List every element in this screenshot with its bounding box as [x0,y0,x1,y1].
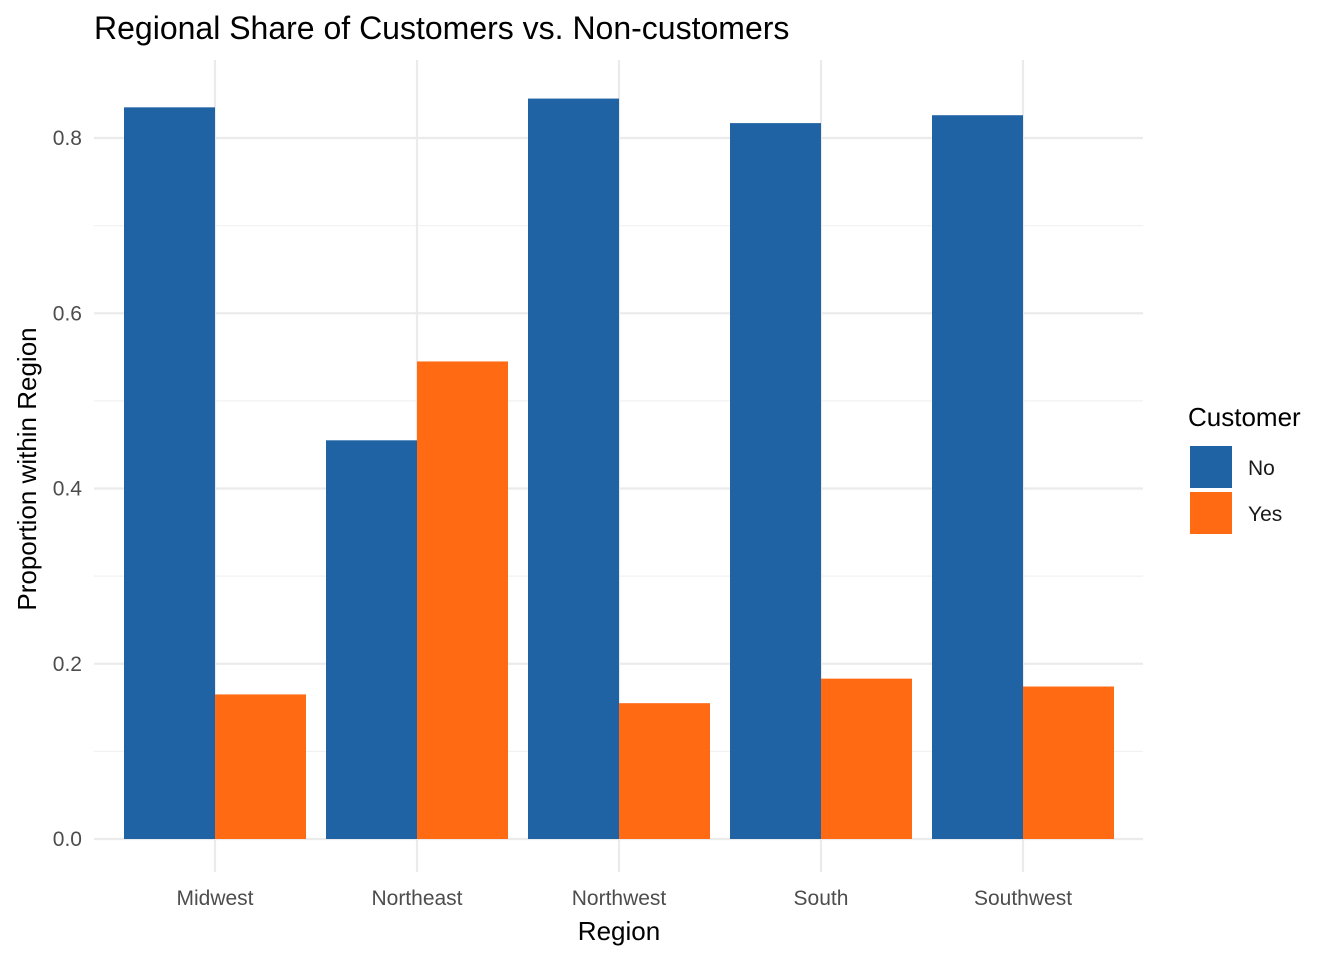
x-tick-label: Southwest [974,887,1072,910]
y-axis-title: Proportion within Region [12,327,42,610]
bar-southwest-no [932,115,1023,839]
y-tick-label: 0.6 [53,302,82,325]
legend-key-yes [1190,492,1232,534]
bar-south-no [730,123,821,839]
x-axis-ticks: Midwest Northeast Northwest South Southwest [176,887,1072,910]
x-axis-title: Region [578,916,660,946]
x-tick-label: Northeast [371,887,462,910]
y-tick-label: 0.8 [53,127,82,150]
y-axis-ticks: 0.0 0.2 0.4 0.6 0.8 [53,127,83,851]
legend-key-no [1190,446,1232,488]
bar-northeast-no [326,440,417,839]
x-tick-label: South [794,887,849,910]
legend: Customer No Yes [1188,402,1301,534]
x-tick-label: Northwest [572,887,667,910]
bars [124,98,1114,840]
y-tick-label: 0.4 [53,478,83,501]
bar-midwest-yes [215,694,306,839]
bar-northwest-yes [619,703,710,839]
legend-label-no: No [1248,457,1275,480]
y-tick-label: 0.0 [53,828,82,851]
bar-south-yes [821,678,912,839]
legend-label-yes: Yes [1248,503,1282,526]
legend-title: Customer [1188,402,1301,432]
bar-northeast-yes [417,361,508,839]
bar-northwest-no [528,98,619,840]
bar-southwest-yes [1023,686,1114,839]
x-tick-label: Midwest [176,887,253,910]
bar-midwest-no [124,107,215,840]
chart-title: Regional Share of Customers vs. Non-cust… [94,10,789,46]
y-tick-label: 0.2 [53,653,82,676]
